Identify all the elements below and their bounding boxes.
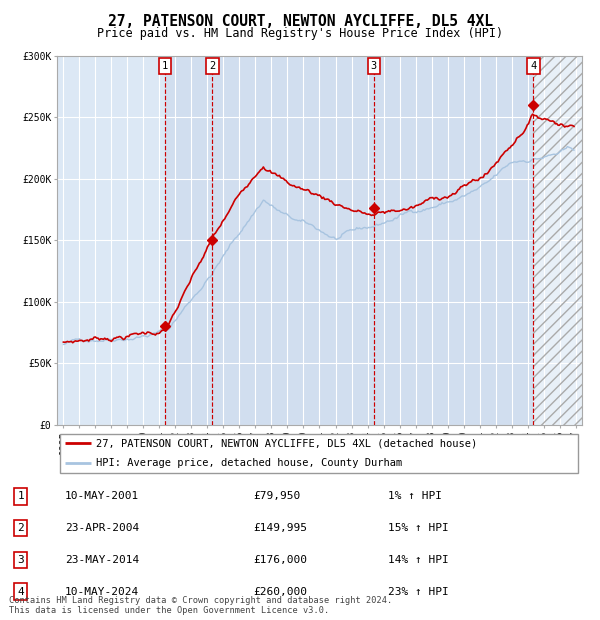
Text: 14% ↑ HPI: 14% ↑ HPI — [388, 555, 449, 565]
Text: 1: 1 — [162, 61, 169, 71]
Text: 10-MAY-2001: 10-MAY-2001 — [65, 492, 139, 502]
Bar — [165, 56, 212, 425]
Text: £260,000: £260,000 — [253, 587, 307, 596]
Bar — [374, 56, 533, 425]
Text: 10-MAY-2024: 10-MAY-2024 — [65, 587, 139, 596]
Text: 27, PATENSON COURT, NEWTON AYCLIFFE, DL5 4XL (detached house): 27, PATENSON COURT, NEWTON AYCLIFFE, DL5… — [97, 438, 478, 448]
Bar — [212, 56, 374, 425]
FancyBboxPatch shape — [59, 434, 578, 472]
Text: 3: 3 — [371, 61, 377, 71]
Text: 1% ↑ HPI: 1% ↑ HPI — [388, 492, 442, 502]
Text: 15% ↑ HPI: 15% ↑ HPI — [388, 523, 449, 533]
Bar — [533, 56, 582, 425]
Text: 2: 2 — [17, 523, 24, 533]
Text: 3: 3 — [17, 555, 24, 565]
Text: 23-MAY-2014: 23-MAY-2014 — [65, 555, 139, 565]
Text: £79,950: £79,950 — [253, 492, 300, 502]
Text: HPI: Average price, detached house, County Durham: HPI: Average price, detached house, Coun… — [97, 458, 403, 468]
Text: 4: 4 — [530, 61, 536, 71]
Text: 23% ↑ HPI: 23% ↑ HPI — [388, 587, 449, 596]
Text: Price paid vs. HM Land Registry's House Price Index (HPI): Price paid vs. HM Land Registry's House … — [97, 27, 503, 40]
Text: 23-APR-2004: 23-APR-2004 — [65, 523, 139, 533]
Text: 2: 2 — [209, 61, 215, 71]
Text: 4: 4 — [17, 587, 24, 596]
Text: Contains HM Land Registry data © Crown copyright and database right 2024.
This d: Contains HM Land Registry data © Crown c… — [9, 596, 392, 615]
Text: 27, PATENSON COURT, NEWTON AYCLIFFE, DL5 4XL: 27, PATENSON COURT, NEWTON AYCLIFFE, DL5… — [107, 14, 493, 29]
Text: 1: 1 — [17, 492, 24, 502]
Text: £149,995: £149,995 — [253, 523, 307, 533]
Text: £176,000: £176,000 — [253, 555, 307, 565]
